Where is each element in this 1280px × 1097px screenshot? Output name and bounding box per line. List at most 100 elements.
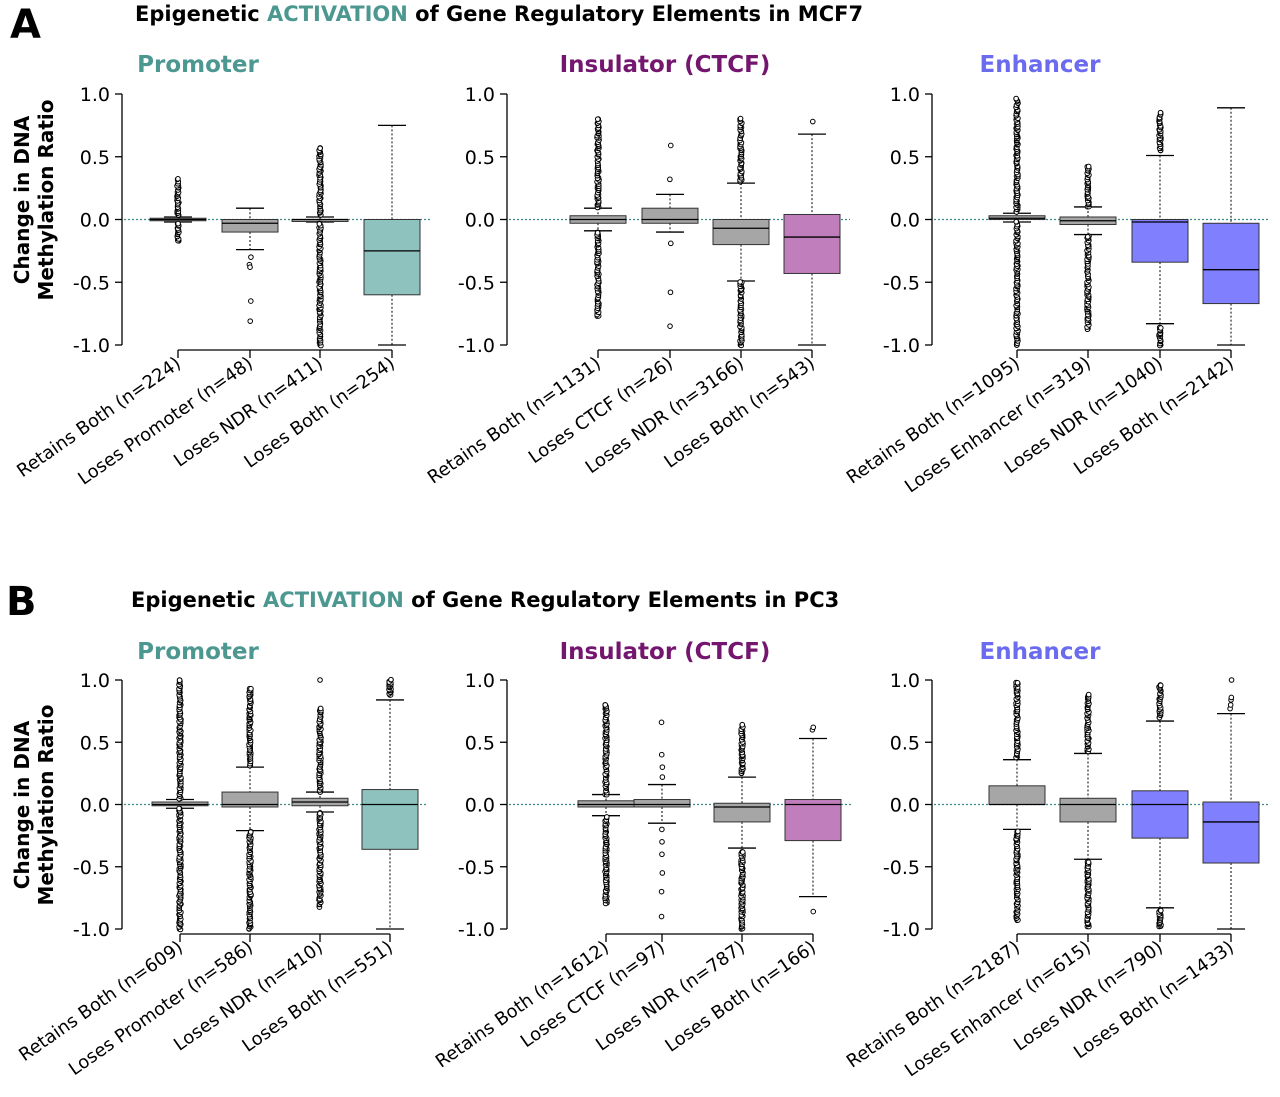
outlier-point <box>810 908 817 915</box>
outlier-point <box>1227 702 1234 708</box>
box-0 <box>988 95 1046 348</box>
y-tick-label: -1.0 <box>883 919 920 941</box>
box-body <box>713 802 771 823</box>
box-body <box>633 799 691 808</box>
box-2 <box>713 721 771 932</box>
outlier-point <box>667 289 674 296</box>
outlier-point <box>1158 907 1164 914</box>
y-axis-label-line1: Change in DNA <box>10 115 34 284</box>
y-tick-label: 1.0 <box>465 84 495 106</box>
outlier-point <box>658 751 665 758</box>
box-3 <box>784 724 842 915</box>
outlier-point <box>1157 682 1164 689</box>
box-0 <box>988 679 1046 924</box>
y-tick-label: -0.5 <box>458 857 495 879</box>
box-0 <box>149 176 207 244</box>
outlier-point <box>667 323 673 329</box>
outlier-point <box>1085 859 1092 865</box>
outlier-point <box>1015 828 1021 835</box>
outlier-point <box>667 240 674 247</box>
y-tick-label: 1.0 <box>465 670 495 692</box>
outlier-point <box>1085 691 1092 698</box>
y-axis-label-line2: Methylation Ratio <box>34 704 58 905</box>
y-tick-label: 1.0 <box>890 84 920 106</box>
chart-title: Insulator (CTCF) <box>560 639 771 665</box>
outlier-point <box>594 116 601 122</box>
outlier-point <box>1228 677 1235 683</box>
box-body <box>1131 790 1189 839</box>
outlier-point <box>658 719 665 726</box>
outlier-point <box>810 724 817 731</box>
box-2 <box>1131 109 1189 349</box>
y-tick-label: 0.0 <box>80 210 110 232</box>
y-tick-label: 0.5 <box>890 147 920 169</box>
box-body <box>784 799 842 842</box>
outlier-point <box>658 888 665 895</box>
box-body <box>221 219 279 233</box>
y-tick-label: 1.0 <box>80 84 110 106</box>
panel-title-a-post: of Gene Regulatory Elements in MCF7 <box>408 2 863 26</box>
y-tick-label: 0.5 <box>80 147 110 169</box>
box-body <box>1131 219 1189 263</box>
box-1 <box>221 207 279 324</box>
panel-title-b-highlight: ACTIVATION <box>263 588 404 612</box>
outlier-point <box>667 142 674 149</box>
y-axis-label-line2: Methylation Ratio <box>34 99 58 300</box>
box-body <box>361 789 419 850</box>
panel-title-b-post: of Gene Regulatory Elements in PC3 <box>404 588 839 612</box>
box-0 <box>151 677 209 933</box>
y-tick-label: -0.5 <box>73 272 110 294</box>
box-body <box>221 791 279 808</box>
y-tick-label: -0.5 <box>458 272 495 294</box>
box-1 <box>221 685 279 932</box>
chart-title: Enhancer <box>980 639 1102 665</box>
outlier-point <box>1013 95 1019 102</box>
outlier-point <box>659 764 666 770</box>
outlier-point <box>317 677 323 683</box>
outlier-point <box>176 677 183 684</box>
outlier-point <box>316 221 323 227</box>
y-tick-label: 1.0 <box>890 670 920 692</box>
box-3 <box>1202 677 1260 930</box>
outlier-point <box>248 254 254 260</box>
outlier-point <box>659 851 665 858</box>
outlier-point <box>659 826 665 833</box>
box-1 <box>1059 691 1117 930</box>
box-body <box>363 219 421 296</box>
outlier-point <box>594 230 601 236</box>
box-2 <box>291 677 349 910</box>
panel-label-b: B <box>6 579 37 625</box>
box-2 <box>1131 682 1189 930</box>
outlier-point <box>737 279 743 285</box>
y-axis-label-line1: Change in DNA <box>10 720 34 889</box>
box-3 <box>361 676 419 930</box>
outlier-point <box>1013 218 1020 225</box>
y-tick-label: -0.5 <box>73 857 110 879</box>
box-body <box>1059 797 1117 823</box>
y-tick-label: 0.0 <box>890 210 920 232</box>
outlier-point <box>1158 325 1164 331</box>
box-3 <box>1202 107 1260 346</box>
y-tick-label: 0.5 <box>890 732 920 754</box>
outlier-point <box>1084 233 1091 240</box>
chart-title: Promoter <box>137 52 259 78</box>
outlier-point <box>317 810 323 817</box>
box-1 <box>641 142 699 329</box>
chart-title: Promoter <box>137 639 259 665</box>
chart-title: Enhancer <box>980 52 1102 78</box>
panel-title-a-pre: Epigenetic <box>135 2 267 26</box>
outlier-point <box>739 849 746 855</box>
y-tick-label: 0.5 <box>465 732 495 754</box>
y-tick-label: 0.0 <box>890 795 920 817</box>
outlier-point <box>247 829 254 835</box>
panel-title-b-pre: Epigenetic <box>131 588 263 612</box>
outlier-point <box>317 705 324 712</box>
box-body <box>712 219 770 246</box>
outlier-point <box>176 805 182 812</box>
chart-1: Insulator (CTCF)1.00.50.0-0.5-1.0Retains… <box>424 52 850 488</box>
chart-title: Insulator (CTCF) <box>560 52 771 78</box>
outlier-point <box>1085 163 1092 170</box>
